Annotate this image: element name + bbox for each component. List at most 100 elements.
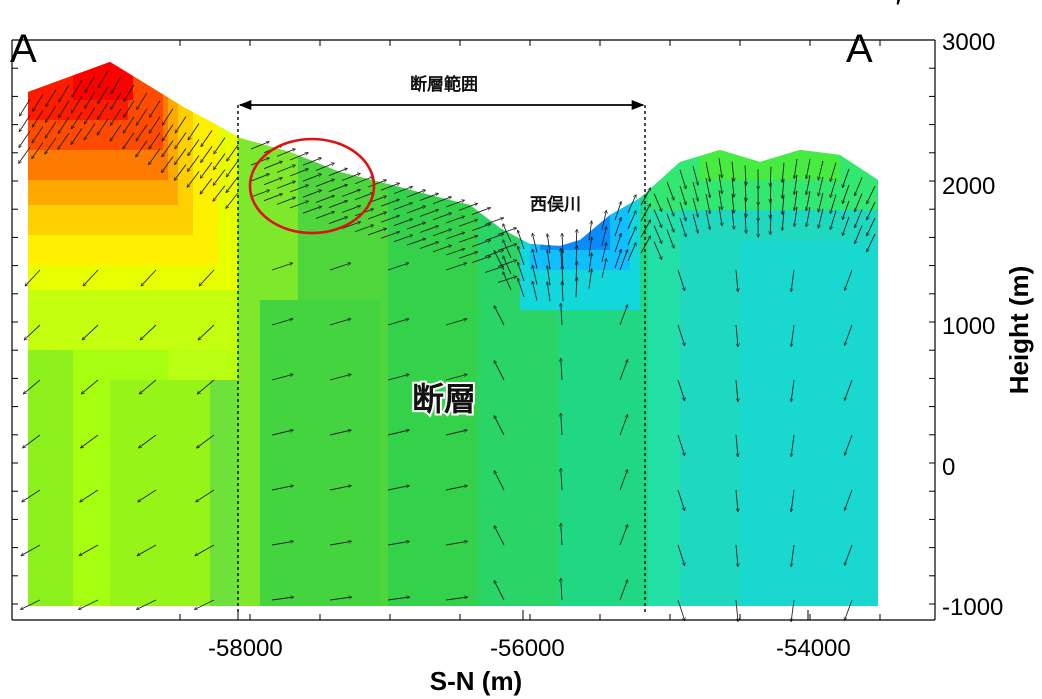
vector-arrow — [289, 169, 309, 177]
vector-arrow — [18, 115, 31, 132]
vector-arrow — [250, 190, 270, 198]
vector-arrow — [445, 319, 467, 326]
y-axis-title: Height (m) — [1004, 266, 1034, 395]
vector-arrow — [419, 242, 439, 249]
vector-arrow — [21, 544, 41, 557]
vector-arrow — [197, 379, 215, 394]
vector-arrow — [445, 263, 467, 271]
vector-arrow — [263, 178, 283, 186]
vector-arrow — [276, 165, 296, 173]
vector-arrow — [497, 260, 517, 267]
vector-arrow — [770, 182, 771, 203]
vector-arrow — [484, 234, 504, 241]
vector-arrow — [677, 324, 685, 346]
vector-arrow — [406, 238, 426, 246]
vector-arrow — [187, 139, 200, 155]
vector-arrow — [141, 269, 157, 286]
vector-arrow — [367, 180, 387, 188]
vector-arrow — [445, 374, 467, 381]
vector-arrow — [97, 70, 109, 88]
vector-arrow — [57, 116, 70, 134]
fault-label: 断層 — [412, 380, 476, 418]
vector-arrow — [387, 541, 410, 546]
vector-arrow — [844, 599, 853, 621]
vector-arrow — [122, 116, 135, 134]
vector-arrow — [791, 599, 795, 622]
vector-arrow — [200, 178, 213, 194]
vector-arrow — [735, 379, 738, 402]
vector-arrow — [83, 107, 96, 124]
vector-arrow — [532, 233, 538, 253]
vector-arrow — [782, 210, 785, 231]
vector-arrow — [692, 197, 698, 217]
vector-arrow — [791, 269, 795, 292]
vector-arrow — [493, 305, 505, 326]
vector-arrow — [619, 469, 628, 491]
vector-arrow — [271, 597, 294, 601]
vector-arrow — [263, 161, 283, 170]
vector-arrow — [83, 269, 99, 286]
vector-arrow — [653, 193, 662, 211]
vector-arrow — [745, 197, 746, 218]
vector-arrow — [387, 374, 409, 381]
vector-arrow — [97, 86, 109, 104]
vector-arrow — [276, 149, 296, 157]
vector-arrow — [367, 212, 387, 220]
vector-arrow — [213, 137, 226, 155]
vector-arrow — [735, 434, 738, 457]
vector-arrow — [18, 147, 31, 163]
vector-arrow — [619, 414, 628, 436]
axes-frame — [11, 39, 936, 621]
vector-arrow — [842, 184, 850, 204]
vector-arrow — [445, 486, 468, 491]
vector-arrow — [818, 176, 824, 196]
vector-arrow — [161, 140, 174, 157]
vector-arrow — [601, 258, 607, 278]
vector-arrow — [354, 225, 374, 233]
vector-arrow — [640, 236, 652, 254]
vector-arrow — [329, 319, 351, 326]
vector-arrow — [419, 210, 439, 217]
vector-arrow — [329, 263, 351, 271]
vector-arrow — [458, 252, 478, 259]
vector-arrow — [148, 100, 161, 118]
vector-arrow — [329, 430, 351, 436]
section-end-prime: ′ — [895, 0, 903, 31]
vector-arrow — [471, 208, 491, 215]
vector-arrow — [484, 266, 504, 273]
vector-arrow — [226, 192, 239, 209]
displacement-vector-field — [18, 70, 876, 622]
vector-arrow — [497, 276, 517, 283]
vector-arrow — [679, 185, 686, 205]
vector-arrow — [640, 188, 652, 206]
vector-arrow — [445, 200, 465, 208]
vector-arrow — [818, 160, 824, 180]
axis-ticks — [12, 39, 935, 620]
vector-arrow — [619, 579, 628, 601]
vector-arrow — [109, 108, 122, 126]
vector-arrow — [137, 544, 157, 557]
vector-arrow — [22, 489, 41, 503]
vector-arrow — [794, 174, 798, 195]
fault-range-boundaries — [237, 99, 646, 612]
vector-arrow — [194, 599, 215, 611]
vector-arrow — [445, 216, 465, 224]
vector-arrow — [666, 181, 674, 201]
vector-arrow — [22, 434, 41, 448]
vector-arrow — [865, 217, 876, 236]
vector-arrow — [71, 80, 83, 97]
vector-arrow — [31, 110, 44, 128]
vector-arrow — [136, 92, 148, 110]
vector-arrow — [32, 94, 44, 112]
vector-arrow — [57, 132, 70, 150]
vector-arrow — [705, 178, 710, 198]
vector-arrow — [328, 184, 348, 193]
x-axis-title: S-N (m) — [430, 666, 522, 696]
vector-arrow — [44, 137, 57, 154]
vector-arrow — [518, 262, 525, 281]
vector-arrow — [666, 229, 674, 249]
vector-arrow — [782, 178, 785, 199]
vector-arrow — [96, 102, 109, 120]
vector-arrow — [493, 470, 505, 491]
x-tick-label: -56000 — [490, 635, 565, 662]
